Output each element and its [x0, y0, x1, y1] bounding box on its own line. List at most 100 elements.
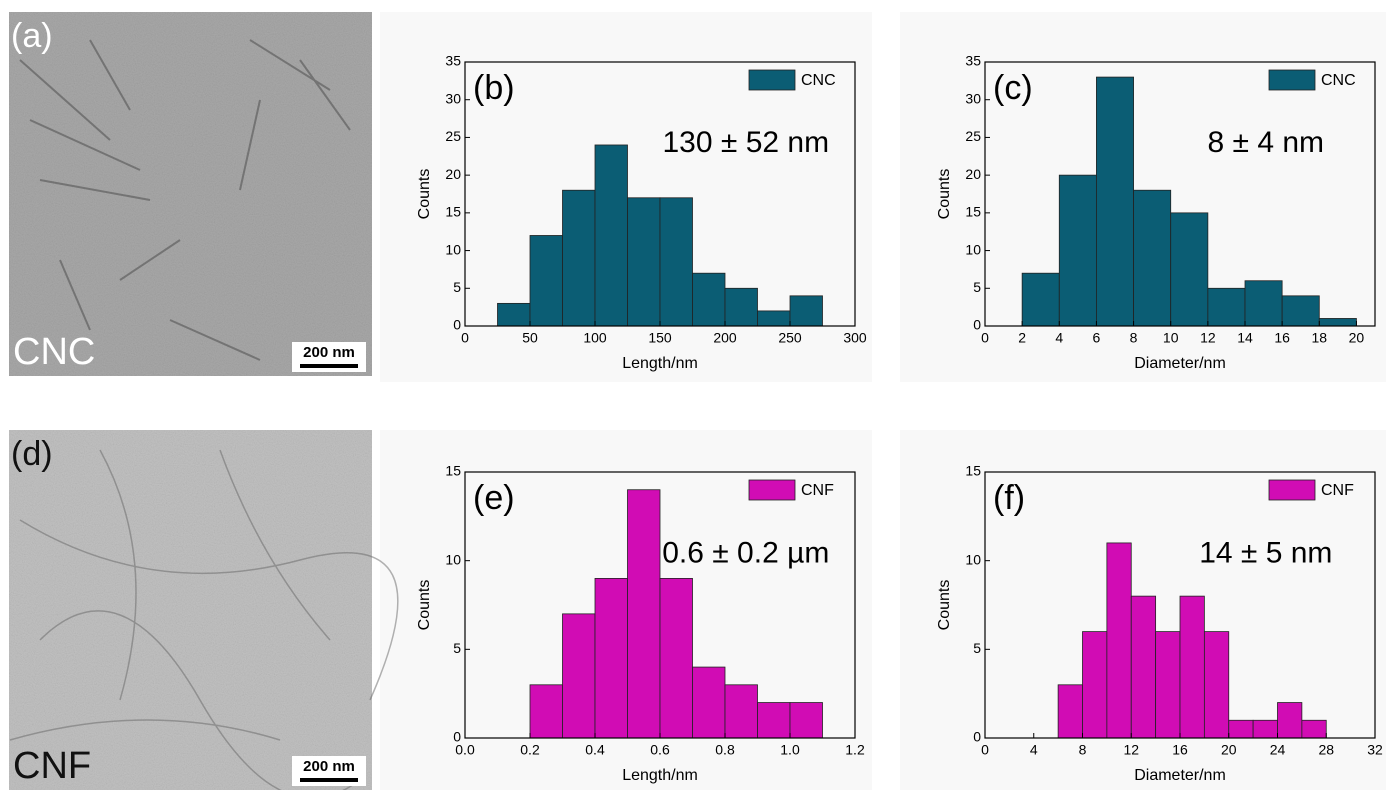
x-tick-label: 100	[583, 330, 607, 346]
image-label: (a)	[11, 17, 53, 55]
scale-bar	[300, 364, 358, 368]
bar	[594, 578, 628, 739]
bar	[529, 684, 563, 739]
bar	[1058, 174, 1097, 327]
x-tick-label: 20	[1221, 742, 1237, 758]
image-caption: CNC	[13, 331, 95, 373]
tem-image	[9, 430, 372, 790]
x-tick-label: 0	[981, 742, 989, 758]
y-tick-label: 10	[445, 551, 461, 567]
scale-label: 200 nm	[303, 344, 355, 361]
bar	[692, 666, 726, 739]
x-tick-label: 16	[1172, 742, 1188, 758]
x-tick-label: 50	[522, 330, 538, 346]
x-tick-label: 10	[1163, 330, 1179, 346]
y-axis-title: Counts	[416, 580, 433, 631]
x-axis-title: Diameter/nm	[1134, 355, 1226, 372]
x-tick-label: 0.0	[455, 742, 475, 758]
y-tick-label: 15	[965, 463, 981, 479]
y-tick-label: 20	[445, 166, 461, 182]
legend-swatch	[748, 479, 796, 501]
x-axis-title: Length/nm	[622, 767, 698, 784]
x-tick-label: 18	[1311, 330, 1327, 346]
annotation: 130 ± 52 nm	[663, 126, 830, 159]
bar	[1277, 702, 1303, 739]
bar	[529, 235, 563, 327]
x-tick-label: 0.2	[520, 742, 540, 758]
y-tick-label: 0	[973, 317, 981, 333]
scale-label: 200 nm	[303, 758, 355, 775]
x-tick-label: 6	[1093, 330, 1101, 346]
x-tick-label: 4	[1030, 742, 1038, 758]
y-tick-label: 35	[445, 53, 461, 69]
y-tick-label: 25	[965, 128, 981, 144]
bar	[1021, 272, 1060, 327]
y-tick-label: 20	[965, 166, 981, 182]
bar	[659, 578, 693, 739]
bar	[757, 310, 791, 327]
y-tick-label: 0	[453, 729, 461, 745]
bar	[692, 272, 726, 327]
bar	[1244, 280, 1283, 327]
legend-swatch	[1268, 69, 1316, 91]
x-tick-label: 8	[1130, 330, 1138, 346]
x-tick-label: 150	[648, 330, 672, 346]
y-tick-label: 0	[453, 317, 461, 333]
x-tick-label: 20	[1349, 330, 1365, 346]
y-tick-label: 10	[445, 241, 461, 257]
bar	[1252, 719, 1278, 739]
bar	[1179, 595, 1205, 739]
bar	[1207, 287, 1246, 327]
x-tick-label: 28	[1318, 742, 1334, 758]
x-tick-label: 8	[1079, 742, 1087, 758]
bar	[757, 702, 791, 739]
fiber-texture	[9, 449, 399, 790]
bar	[1096, 76, 1134, 327]
y-axis-title: Counts	[416, 169, 433, 220]
panel-label: (b)	[473, 69, 515, 107]
x-tick-label: 12	[1200, 330, 1216, 346]
panel-label: (f)	[993, 479, 1025, 517]
y-tick-label: 10	[965, 241, 981, 257]
x-tick-label: 4	[1055, 330, 1063, 346]
bar	[1130, 595, 1157, 739]
annotation: 0.6 ± 0.2 µm	[662, 536, 829, 569]
bar	[1133, 189, 1172, 327]
image-label: (d)	[11, 435, 53, 473]
y-tick-label: 5	[453, 640, 461, 656]
y-tick-label: 30	[965, 90, 981, 106]
y-tick-label: 0	[973, 729, 981, 745]
bar	[562, 613, 596, 739]
bar	[789, 295, 823, 327]
y-tick-label: 5	[973, 279, 981, 295]
x-tick-label: 0	[981, 330, 989, 346]
y-tick-label: 15	[965, 204, 981, 220]
x-axis-title: Length/nm	[622, 355, 698, 372]
x-tick-label: 2	[1018, 330, 1026, 346]
fiber-texture	[19, 39, 351, 361]
y-tick-label: 30	[445, 90, 461, 106]
bar	[659, 197, 693, 327]
y-tick-label: 15	[445, 204, 461, 220]
y-tick-label: 10	[965, 551, 981, 567]
annotation: 14 ± 5 nm	[1199, 536, 1332, 569]
x-tick-label: 300	[843, 330, 867, 346]
legend-swatch	[1268, 479, 1316, 501]
tem-image	[9, 12, 372, 376]
bar	[1301, 719, 1327, 739]
bar	[724, 287, 758, 327]
y-tick-label: 25	[445, 128, 461, 144]
bar	[1228, 719, 1254, 739]
bar	[627, 197, 661, 327]
x-tick-label: 0.8	[715, 742, 735, 758]
x-tick-label: 1.0	[780, 742, 800, 758]
y-axis-title: Counts	[936, 169, 953, 220]
x-tick-label: 24	[1270, 742, 1286, 758]
bar	[1318, 318, 1357, 327]
x-tick-label: 1.2	[845, 742, 865, 758]
y-tick-label: 15	[445, 463, 461, 479]
panel-label: (e)	[473, 479, 515, 517]
bar	[562, 189, 596, 327]
y-tick-label: 35	[965, 53, 981, 69]
